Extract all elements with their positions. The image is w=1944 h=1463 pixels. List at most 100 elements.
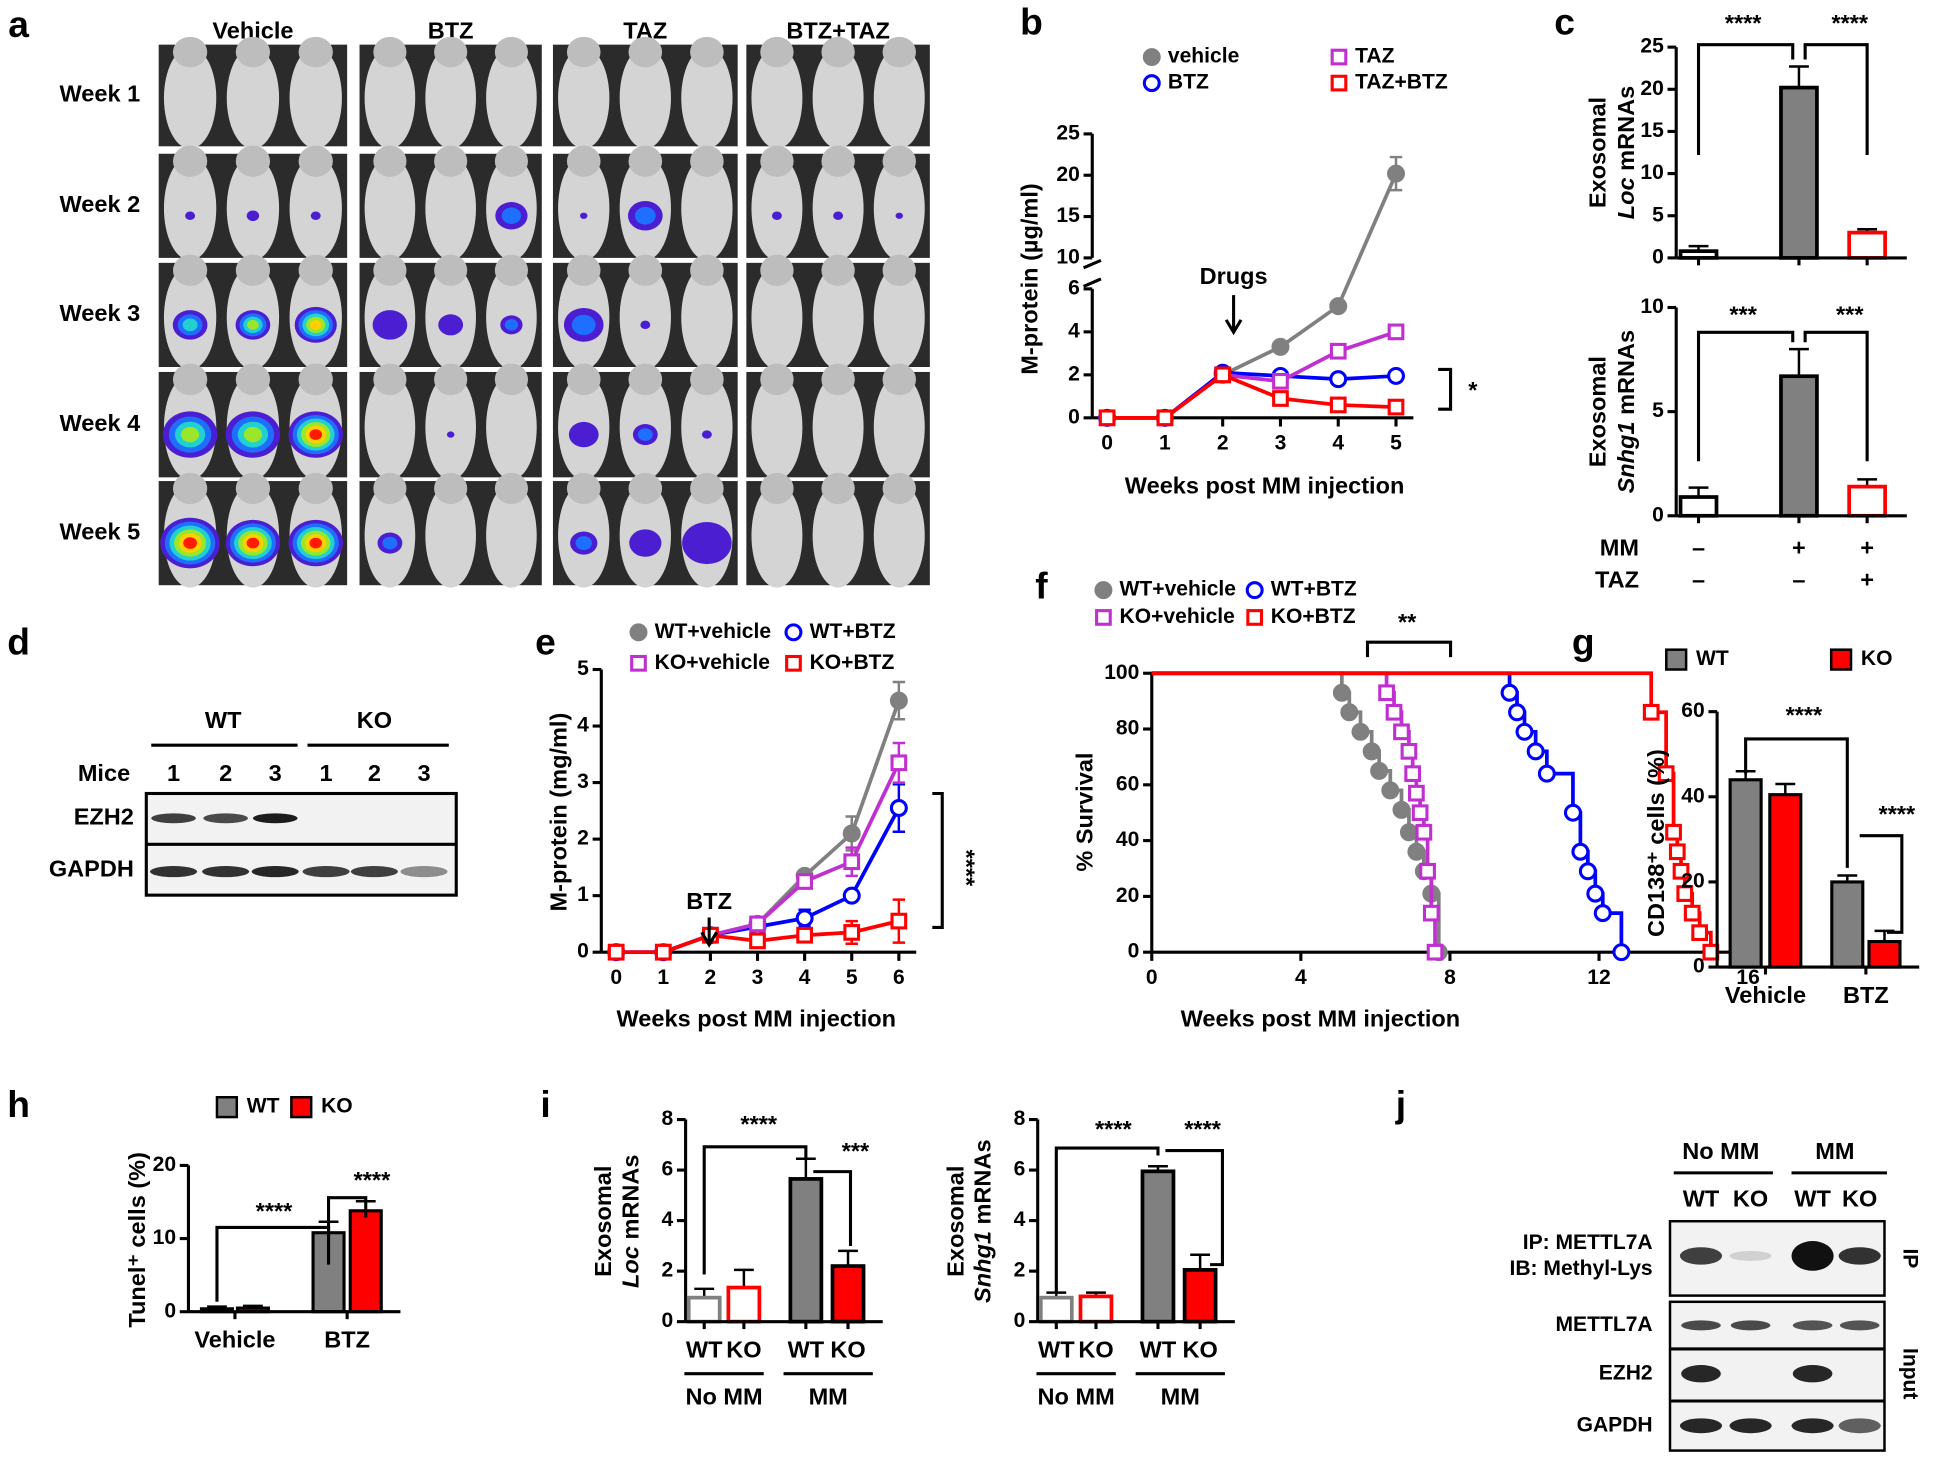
mouse-head (566, 254, 601, 286)
blot-band (1730, 1320, 1771, 1331)
mouse-head (235, 254, 271, 286)
legend-marker (630, 654, 647, 672)
legend-label: KO (1861, 647, 1893, 670)
marker (1408, 784, 1425, 802)
x-tick-label: 6 (893, 966, 905, 989)
bar (1779, 85, 1819, 260)
y-tick-label: 0 (577, 940, 589, 963)
mouse-head (760, 472, 794, 505)
bar (1830, 880, 1865, 969)
annotation: *** (1729, 301, 1757, 327)
y-tick-label: 0 (1693, 955, 1705, 978)
signal (243, 426, 263, 443)
mouse (812, 483, 864, 588)
x-tick-label: 4 (1332, 431, 1344, 454)
y-tick-label: 4 (577, 714, 589, 737)
marker (1370, 761, 1389, 780)
x-tick-label: 2 (1217, 431, 1229, 454)
signal (701, 430, 712, 439)
marker (1537, 764, 1556, 783)
mouse-head (760, 36, 794, 68)
survival-step (1151, 671, 1654, 713)
mouse-head (298, 254, 333, 286)
x-tick-label: 0 (1101, 431, 1113, 454)
mouse-head (690, 363, 724, 396)
y-tick-label: 0 (661, 1309, 673, 1332)
signal (575, 536, 592, 551)
lane-label: 3 (417, 760, 430, 786)
annotation: **** (1831, 10, 1868, 36)
bar (788, 1177, 824, 1324)
legend-marker (1094, 581, 1113, 600)
y-tick-label: 0 (1014, 1309, 1026, 1332)
y-tick-label: 25 (1056, 121, 1080, 144)
x-tick-label: WT (1038, 1337, 1075, 1363)
legend-label: BTZ (1168, 71, 1209, 94)
blot-band (1792, 1365, 1833, 1383)
signal (640, 320, 651, 330)
annotation: * (1468, 377, 1478, 403)
signal (833, 211, 844, 220)
y-tick-label: 20 (1640, 77, 1663, 100)
mouse-head (566, 36, 601, 68)
marker (1329, 342, 1347, 360)
group-label: MM (1815, 1138, 1854, 1164)
panel-letter: a (8, 3, 29, 45)
y-axis-label: Exosomal (590, 1166, 616, 1277)
mouse-head (690, 472, 724, 505)
group-label: MM (809, 1384, 848, 1410)
y-tick-label: 4 (1068, 319, 1080, 342)
lane-label: WT (1683, 1185, 1720, 1211)
space (618, 1240, 644, 1247)
bracket (1744, 737, 1849, 868)
legend-swatch (1829, 648, 1853, 671)
mouse (873, 483, 925, 588)
marker (1422, 904, 1440, 922)
row-label: Week 3 (60, 300, 141, 326)
x-tick-label: WT (686, 1337, 723, 1363)
bracket (1859, 834, 1904, 934)
blot-band (1838, 1247, 1881, 1265)
bar (726, 1285, 762, 1324)
group-label: No MM (685, 1384, 762, 1410)
x-axis-label: Weeks post MM injection (1125, 472, 1405, 498)
marker (1683, 904, 1701, 922)
y-tick-label: 10 (1640, 161, 1663, 184)
section-label: Input (1899, 1348, 1922, 1399)
marker (1665, 823, 1682, 841)
legend-marker (1330, 48, 1348, 66)
lane-label: KO (1842, 1185, 1877, 1211)
x-tick-label: 4 (1295, 966, 1307, 989)
marker (1578, 862, 1597, 881)
mouse-head (494, 145, 528, 177)
signal (682, 521, 732, 565)
x-tick-label: 0 (1146, 966, 1158, 989)
legend-marker (1142, 74, 1161, 93)
x-tick-label: 8 (1444, 966, 1456, 989)
row-label: TAZ (1595, 567, 1639, 593)
unit: mRNAs (618, 1154, 644, 1239)
legend-label: vehicle (1168, 45, 1239, 68)
mouse-head (172, 254, 208, 286)
y-tick-label: 80 (1116, 717, 1139, 740)
lane-title: Mice (78, 760, 130, 786)
y-axis-label: % Survival (1071, 753, 1097, 872)
y-axis-label: M-protein (µg/ml) (1017, 183, 1043, 374)
mouse-head (434, 254, 468, 286)
bar (1847, 484, 1887, 518)
annotation: **** (256, 1198, 293, 1224)
gene-name: Loc (618, 1246, 644, 1288)
mouse-head (298, 36, 333, 68)
lane-label: 3 (269, 760, 282, 786)
marker (1399, 823, 1418, 842)
marker (1571, 842, 1590, 861)
group-label: No MM (1682, 1138, 1759, 1164)
section-label: IP (1899, 1248, 1922, 1268)
y-tick-label: 10 (153, 1226, 176, 1249)
mouse (226, 47, 280, 149)
y-tick-label: 2 (577, 827, 589, 850)
marker (890, 754, 908, 772)
y-tick-label: 20 (1056, 163, 1079, 186)
marker (842, 824, 861, 843)
marker (1098, 409, 1116, 427)
